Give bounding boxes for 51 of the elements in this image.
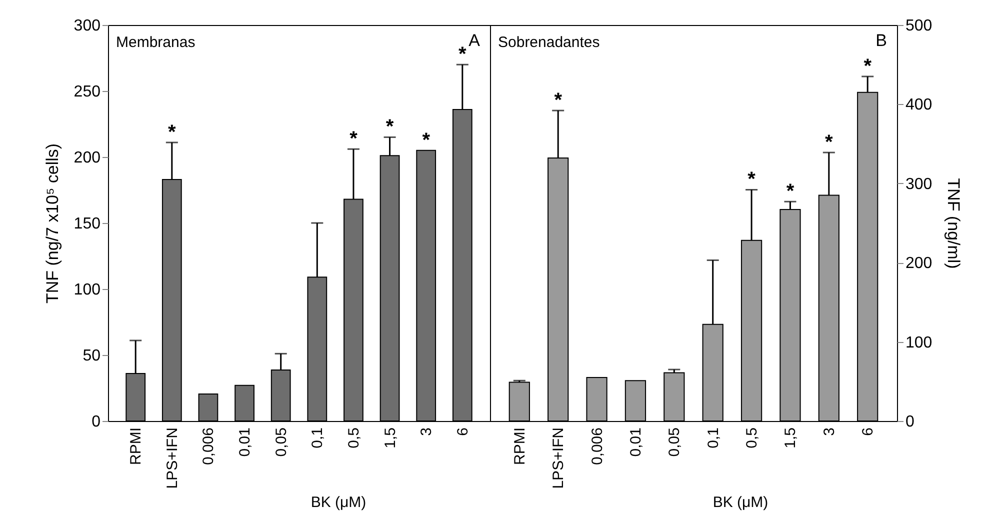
x-tick-label: LPS+IFN	[550, 428, 568, 489]
y-tick-label: 100	[906, 334, 932, 352]
x-tick-label: LPS+IFN	[164, 428, 181, 489]
x-tick-label: 6	[454, 428, 472, 436]
annotation: *	[458, 44, 467, 66]
x-tick-label: 3	[418, 428, 436, 436]
y-tick-label: 400	[906, 96, 932, 114]
x-tick-label: 0,05	[272, 428, 290, 457]
x-tick-label: 0,05	[666, 428, 684, 457]
x-tick-label: 1,5	[382, 428, 399, 448]
x-tick-label: 0,01	[627, 428, 644, 457]
annotation: *	[386, 116, 394, 138]
annotation: *	[864, 55, 872, 78]
annotation: *	[350, 128, 358, 150]
y-tick-label: 200	[906, 255, 932, 272]
x-tick-label: 6	[860, 428, 877, 436]
y-axis-title: TNF (ng/ml)	[944, 178, 964, 269]
y-tick-label: 0	[92, 414, 101, 430]
annotation: B	[876, 31, 887, 50]
y-tick-label: 100	[74, 282, 101, 298]
text: Sobrenadantes	[498, 34, 600, 51]
x-axis-title: BK (μM)	[712, 494, 768, 511]
y-tick-label: 200	[74, 150, 101, 166]
annotation: A	[468, 31, 481, 50]
x-tick-label: 0,5	[345, 428, 362, 448]
annotation: *	[825, 132, 834, 154]
y-tick-label: 300	[906, 176, 932, 193]
y-tick-label: 50	[82, 348, 101, 364]
y-tick-label: 250	[74, 84, 101, 100]
y-tick-label: 300	[74, 18, 101, 34]
x-tick-label: 1,5	[782, 428, 800, 448]
x-tick-label: 3	[820, 428, 838, 436]
x-tick-label: 0,006	[588, 428, 606, 466]
x-tick-label: 0,006	[200, 428, 218, 466]
x-tick-label: 0,01	[236, 428, 254, 457]
x-tick-label: 0,1	[704, 428, 722, 448]
annotation: *	[554, 90, 562, 112]
text: Membranas	[116, 34, 196, 51]
x-tick-label: RPMI	[511, 428, 528, 465]
y-tick-label: 0	[906, 414, 914, 430]
x-tick-label: 0,1	[309, 428, 326, 448]
x-tick-label: 0,5	[744, 428, 761, 448]
annotation: *	[422, 129, 430, 152]
x-tick-label: RPMI	[128, 428, 145, 465]
y-tick-label: 500	[906, 18, 932, 34]
x-axis-title: BK (μM)	[310, 494, 366, 511]
y-axis-title: TNF (ng/7 x10⁵ cells)	[42, 143, 62, 304]
annotation: *	[786, 180, 794, 203]
annotation: *	[748, 168, 756, 191]
y-tick-label: 150	[74, 216, 101, 232]
annotation: *	[168, 121, 176, 144]
